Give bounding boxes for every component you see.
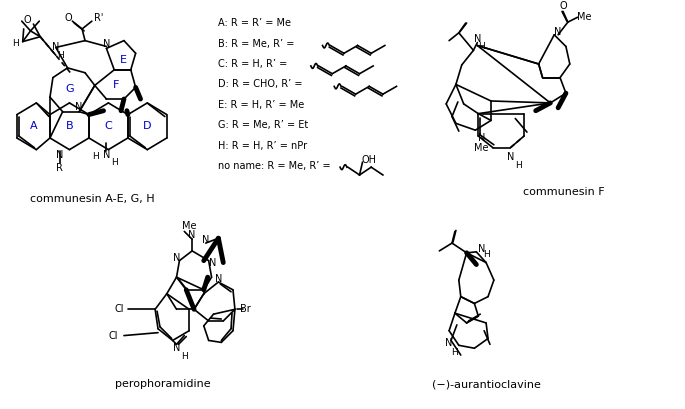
Text: G: R = Me, R’ = Et: G: R = Me, R’ = Et	[219, 120, 309, 130]
Text: R': R'	[94, 13, 103, 23]
Text: perophoramidine: perophoramidine	[115, 379, 211, 389]
Text: Me: Me	[474, 143, 488, 153]
Text: N: N	[103, 38, 110, 49]
Text: Br: Br	[240, 304, 251, 314]
Text: N: N	[554, 27, 562, 37]
Text: G: G	[65, 84, 74, 94]
Text: E: E	[119, 55, 127, 65]
Text: H: H	[483, 250, 490, 259]
Text: N: N	[103, 151, 110, 160]
Text: A: A	[29, 121, 37, 131]
Text: B: B	[66, 121, 73, 131]
Text: Cl: Cl	[114, 304, 124, 314]
Text: N: N	[214, 274, 222, 284]
Text: F: F	[113, 81, 119, 90]
Text: H: H	[111, 158, 118, 167]
Text: N: N	[477, 133, 485, 143]
Text: N: N	[202, 235, 210, 245]
Text: N: N	[173, 343, 180, 353]
Text: communesin A-E, G, H: communesin A-E, G, H	[29, 194, 154, 204]
Text: H: H	[451, 348, 458, 357]
Text: E: R = H, R’ = Me: E: R = H, R’ = Me	[219, 100, 305, 110]
Text: H: H	[515, 161, 521, 170]
Text: A: R = R’ = Me: A: R = R’ = Me	[219, 18, 291, 28]
Text: D: R = CHO, R’ =: D: R = CHO, R’ =	[219, 79, 303, 90]
Text: N: N	[209, 258, 216, 267]
Text: N: N	[445, 338, 453, 348]
Text: OH: OH	[362, 155, 377, 165]
Text: N: N	[507, 153, 514, 162]
Text: O: O	[64, 13, 73, 23]
Text: C: R = H, R’ =: C: R = H, R’ =	[219, 59, 288, 69]
Text: H: H	[92, 152, 99, 161]
Text: H: H	[478, 42, 484, 51]
Text: N: N	[188, 230, 196, 240]
Text: communesin F: communesin F	[523, 187, 605, 198]
Text: N: N	[173, 253, 180, 263]
Text: H: H	[58, 51, 64, 60]
Text: H: H	[181, 351, 188, 360]
Text: N: N	[56, 151, 64, 160]
Text: C: C	[105, 121, 112, 131]
Text: O: O	[559, 0, 566, 11]
Text: Cl: Cl	[108, 330, 118, 341]
Text: R: R	[56, 163, 63, 173]
Text: B: R = Me, R’ =: B: R = Me, R’ =	[219, 38, 295, 49]
Text: O: O	[24, 15, 32, 25]
Text: H: R = H, R’ = nPr: H: R = H, R’ = nPr	[219, 141, 308, 151]
Text: Me: Me	[182, 220, 197, 231]
Text: N: N	[477, 244, 485, 254]
Text: Me: Me	[577, 12, 592, 22]
Text: (−)-aurantioclavine: (−)-aurantioclavine	[432, 379, 540, 389]
Text: N: N	[75, 102, 83, 112]
Text: N: N	[473, 34, 481, 44]
Text: H: H	[12, 39, 19, 48]
Text: D: D	[143, 121, 151, 131]
Text: N: N	[52, 43, 60, 52]
Text: no name: R = Me, R’ =: no name: R = Me, R’ =	[219, 161, 331, 171]
